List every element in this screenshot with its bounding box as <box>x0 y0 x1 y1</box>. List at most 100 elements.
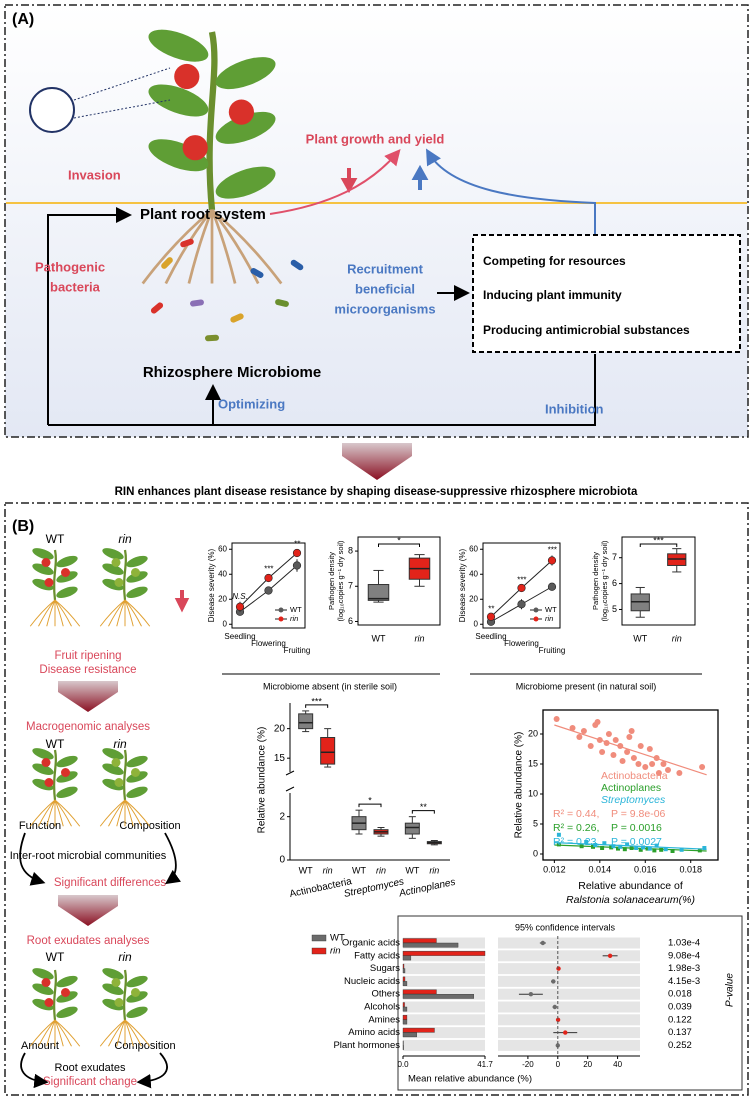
root <box>54 799 72 827</box>
bar <box>402 942 459 948</box>
leaf <box>102 578 124 591</box>
root <box>124 1019 134 1047</box>
row-band <box>498 1014 640 1026</box>
flow-line <box>48 354 596 426</box>
bar <box>402 981 408 986</box>
sig-bracket <box>639 543 678 547</box>
sig-label: ** <box>294 539 301 548</box>
tick-label: WT <box>299 865 313 875</box>
root <box>54 599 81 627</box>
optimizing-text: Optimizing <box>218 396 285 411</box>
legend-label: Streptomyces <box>601 794 666 806</box>
tick-label: Seedling <box>224 632 255 641</box>
leaf <box>102 563 124 575</box>
tick-label: 10 <box>528 788 538 798</box>
leaf <box>102 968 124 980</box>
tick-label: rin <box>414 633 424 643</box>
root <box>29 799 56 827</box>
point <box>594 719 601 725</box>
p-value: 1.03e-4 <box>668 938 700 949</box>
transition-arrow <box>58 681 118 712</box>
leaf <box>32 778 54 791</box>
root <box>108 799 126 827</box>
leaf <box>148 139 209 172</box>
point <box>593 843 598 847</box>
stem <box>206 31 218 211</box>
tick-label: Fatty acids <box>354 950 400 961</box>
leaf <box>32 578 54 591</box>
p-value: 1.98e-3 <box>668 963 700 974</box>
leaf <box>126 586 148 599</box>
y-axis-label: Pathogen density <box>327 552 336 610</box>
flow-text: Function <box>19 820 61 832</box>
root <box>99 1019 126 1047</box>
flow-arrow <box>164 832 181 885</box>
leaf <box>215 166 276 199</box>
root <box>54 1019 64 1047</box>
fruit <box>131 568 140 577</box>
chart-caption: Microbiome absent (in sterile soil) <box>263 681 397 691</box>
tick-label: 60 <box>469 544 478 553</box>
root <box>54 1019 72 1047</box>
diff-point <box>607 953 613 958</box>
bacterium <box>180 238 194 248</box>
leaf <box>148 84 209 117</box>
flow-text: Significant change <box>43 1076 137 1088</box>
row-band <box>498 1001 640 1013</box>
fruit <box>114 578 124 587</box>
point <box>638 847 643 852</box>
tick-label: 7 <box>612 552 617 562</box>
point <box>679 847 684 852</box>
diff-point <box>555 1017 561 1022</box>
point <box>569 725 576 731</box>
tick-label: Fruiting <box>539 646 566 655</box>
bar <box>402 976 406 982</box>
point <box>676 770 683 776</box>
y-axis-label: (log₁₀copies g⁻¹ dry soil) <box>336 540 345 621</box>
root <box>124 599 134 627</box>
plot-frame <box>621 536 696 626</box>
legend-marker <box>278 607 284 613</box>
y-axis-label: (log₁₀copies g⁻¹ dry soil) <box>600 540 609 621</box>
bar <box>402 968 406 974</box>
tick-label: Others <box>371 989 400 1000</box>
fruit <box>228 99 254 125</box>
fruit <box>182 135 208 161</box>
tick-label: WT <box>633 633 647 643</box>
point <box>486 612 496 621</box>
point <box>619 758 626 764</box>
genotype-label: WT <box>46 532 65 546</box>
point <box>292 548 302 558</box>
fruit <box>41 978 51 987</box>
fruit <box>111 558 121 567</box>
tick-label: Nucleic acids <box>344 976 400 987</box>
legend-label: rin <box>545 614 553 623</box>
flow-text: Root exudates <box>55 1062 126 1074</box>
leaf <box>126 786 148 799</box>
point <box>610 752 617 758</box>
tick-label: 40 <box>469 569 478 578</box>
leaf <box>32 983 54 995</box>
box-body <box>298 713 314 730</box>
p-value: 0.018 <box>668 989 692 1000</box>
point <box>626 734 633 740</box>
point <box>576 734 583 740</box>
sig-label: ** <box>420 802 428 812</box>
flow-text: Inter-root microbial communities <box>10 850 167 862</box>
flow-text: Fruit ripening <box>54 650 121 662</box>
tick-label: 0 <box>556 1060 561 1069</box>
outcome-text: Plant growth and yield <box>306 131 445 146</box>
point <box>616 846 620 851</box>
root <box>38 1019 56 1047</box>
point <box>599 749 606 755</box>
fruit <box>131 768 140 777</box>
point <box>547 556 557 565</box>
point <box>670 849 675 853</box>
stat-label: R² = 0.23, <box>553 836 599 848</box>
legend-swatch <box>311 934 327 942</box>
down-arrow <box>340 168 358 194</box>
bar <box>402 994 474 999</box>
tick-label: 0.018 <box>679 864 702 874</box>
point <box>292 561 302 570</box>
bar <box>402 1015 408 1020</box>
